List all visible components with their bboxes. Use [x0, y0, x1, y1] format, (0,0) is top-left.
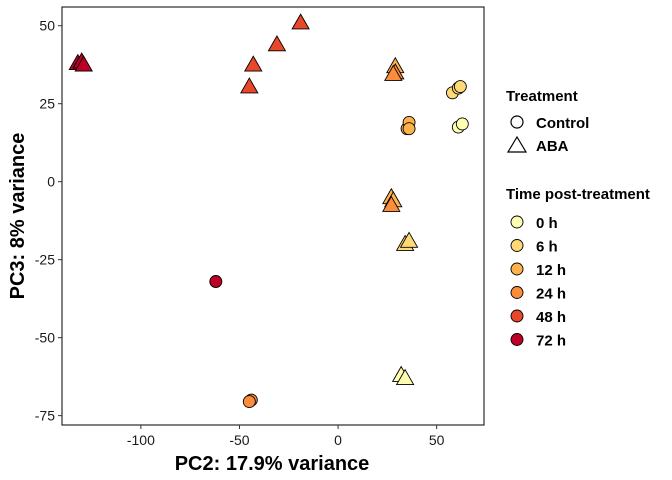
legend-color-swatch [510, 286, 524, 299]
y-tick-label: -25 [35, 252, 55, 268]
legend-color-swatch [510, 333, 524, 346]
shape-legend-label-control: Control [536, 115, 589, 132]
data-point-control [453, 80, 467, 93]
x-axis-title: PC2: 17.9% variance [175, 453, 370, 475]
data-point-aba [382, 195, 401, 212]
data-point-control [402, 122, 416, 136]
data-point-control [242, 395, 256, 409]
x-tick-label: 50 [429, 432, 445, 448]
legend-circle-icon [510, 115, 524, 129]
color-legend-label: 72 h [536, 333, 566, 350]
data-point-aba [267, 35, 287, 52]
data-point-control [455, 117, 469, 131]
legend-triangle-icon [506, 135, 528, 153]
color-legend-label: 12 h [536, 262, 566, 279]
shape-legend: Treatment Control ABA [506, 88, 589, 155]
legend-color-swatch [510, 215, 524, 229]
x-tick-label: 0 [334, 432, 342, 448]
data-point-aba [384, 64, 403, 81]
color-legend: Time post-treatment 0 h 6 h 12 h 24 h 48 h 72… [506, 186, 650, 350]
x-tick-label: -50 [229, 432, 249, 448]
data-point-aba [244, 55, 263, 72]
data-point-aba [74, 55, 93, 72]
plot-panel [61, 6, 485, 426]
data-point-aba [395, 368, 415, 386]
y-tick-label: -75 [35, 408, 55, 424]
y-axis: -75 -50 -25 0 25 50 [35, 18, 62, 424]
y-tick-label: 0 [47, 174, 55, 190]
legend-color-swatch [510, 239, 524, 252]
shape-legend-label-aba: ABA [536, 138, 569, 155]
data-points [68, 13, 469, 409]
x-tick-label: -100 [127, 432, 155, 448]
data-point-control [209, 275, 223, 288]
color-legend-label: 24 h [536, 286, 566, 303]
color-legend-label: 6 h [536, 239, 558, 256]
color-legend-label: 48 h [536, 309, 566, 326]
color-legend-label: 0 h [536, 215, 558, 232]
y-tick-label: -50 [35, 330, 55, 346]
data-point-aba [240, 77, 259, 94]
data-point-aba [399, 231, 419, 248]
x-axis: -100 -50 0 50 [127, 425, 445, 448]
y-tick-label: 25 [39, 96, 55, 112]
y-tick-label: 50 [39, 18, 55, 34]
shape-legend-title: Treatment [506, 88, 578, 105]
color-legend-title: Time post-treatment [506, 186, 650, 203]
legend-color-swatch [510, 309, 524, 323]
data-point-aba [291, 13, 310, 30]
legend-color-swatch [510, 262, 524, 276]
y-axis-title: PC3: 8% variance [7, 133, 29, 300]
